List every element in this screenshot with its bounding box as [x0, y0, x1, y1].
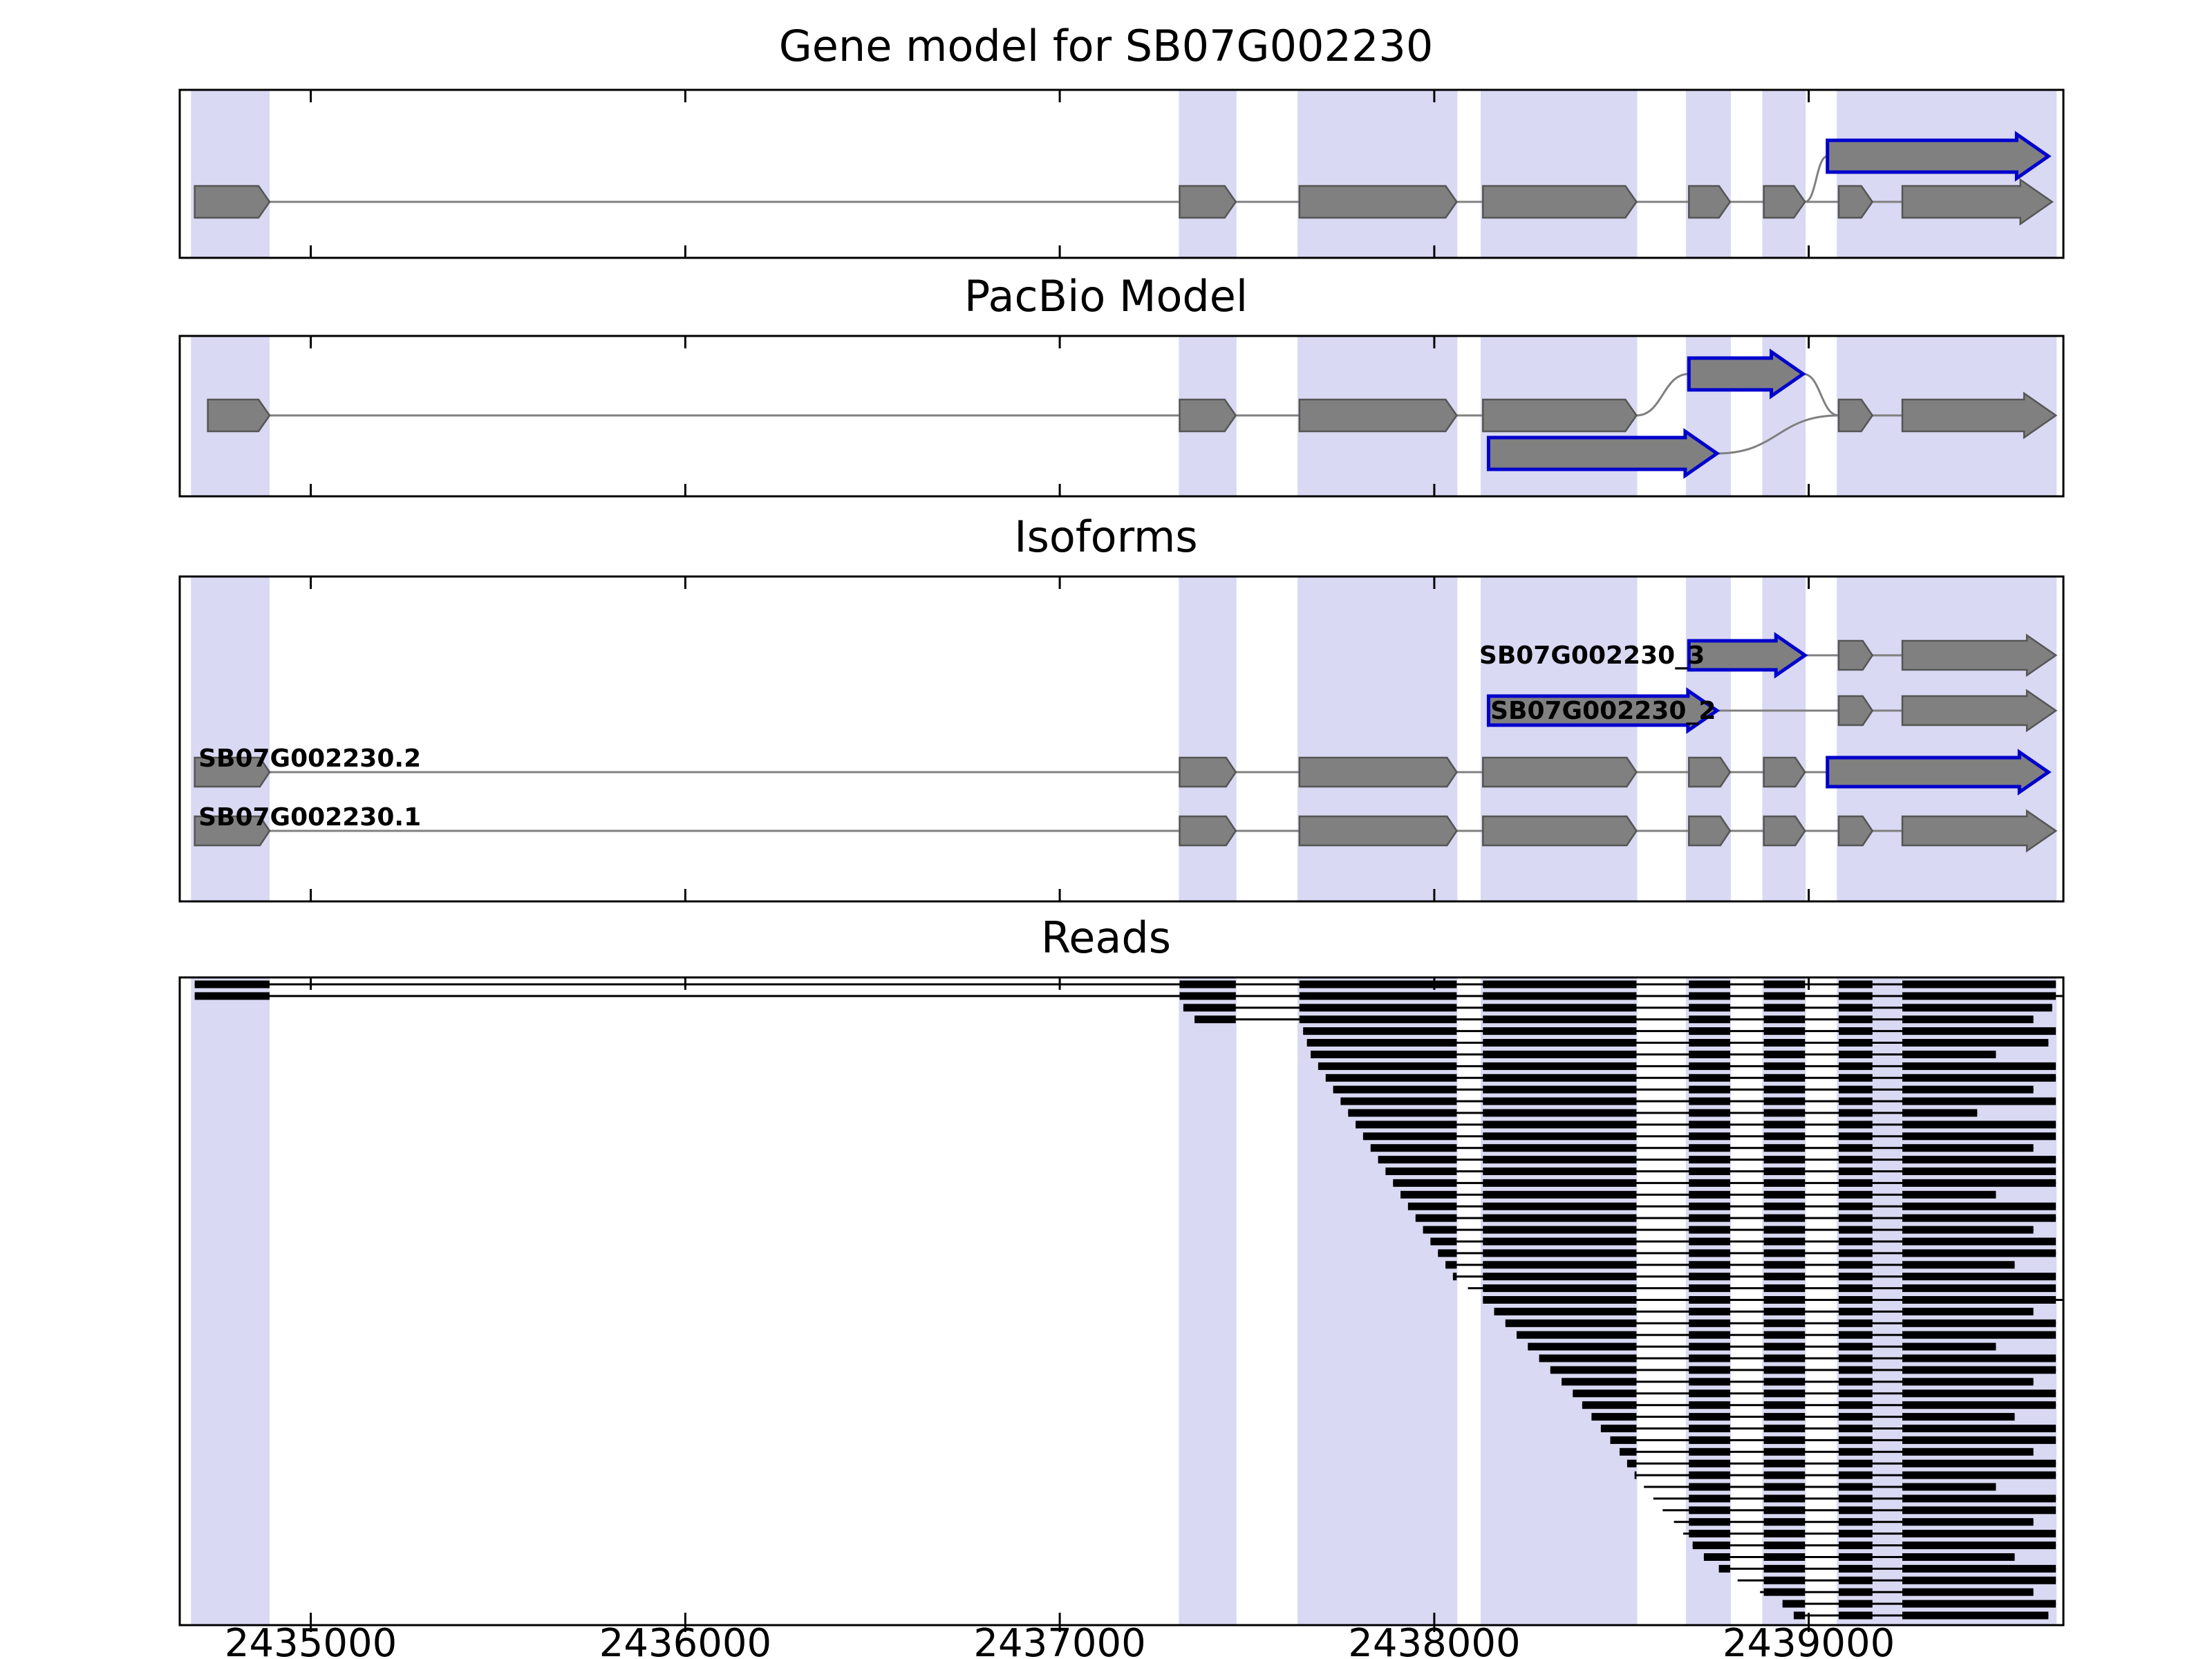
svg-text:2435000: 2435000: [225, 1621, 397, 1659]
svg-text:2436000: 2436000: [599, 1621, 771, 1659]
svg-text:2439000: 2439000: [1723, 1621, 1895, 1659]
svg-text:2438000: 2438000: [1348, 1621, 1520, 1659]
svg-text:SB07G002230_3: SB07G002230_3: [1479, 641, 1705, 670]
svg-text:SB07G002230_2: SB07G002230_2: [1490, 697, 1716, 725]
svg-text:SB07G002230.1: SB07G002230.1: [198, 803, 421, 832]
svg-text:SB07G002230.2: SB07G002230.2: [198, 744, 421, 773]
svg-text:2437000: 2437000: [973, 1621, 1145, 1659]
